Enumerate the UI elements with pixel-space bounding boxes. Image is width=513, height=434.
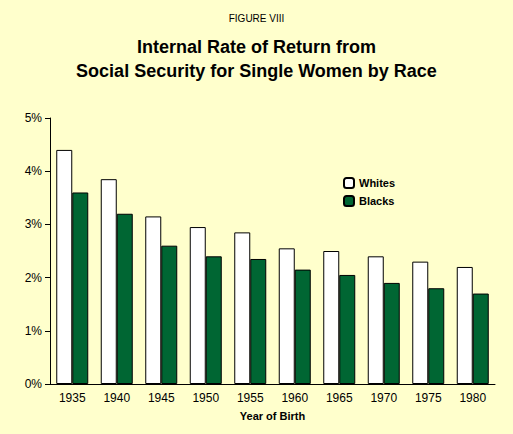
svg-text:Whites: Whites xyxy=(359,177,395,189)
svg-text:3%: 3% xyxy=(25,217,43,231)
svg-text:1960: 1960 xyxy=(281,391,308,405)
svg-text:1955: 1955 xyxy=(237,391,264,405)
svg-text:2%: 2% xyxy=(25,271,43,285)
svg-text:1945: 1945 xyxy=(148,391,175,405)
svg-text:0%: 0% xyxy=(25,377,43,391)
svg-text:1%: 1% xyxy=(25,324,43,338)
svg-text:1950: 1950 xyxy=(192,391,219,405)
svg-text:1940: 1940 xyxy=(103,391,130,405)
svg-text:5%: 5% xyxy=(25,111,43,125)
svg-text:Year of Birth: Year of Birth xyxy=(240,410,306,422)
svg-text:1975: 1975 xyxy=(415,391,442,405)
svg-text:1935: 1935 xyxy=(59,391,86,405)
svg-text:1965: 1965 xyxy=(326,391,353,405)
svg-text:1970: 1970 xyxy=(370,391,397,405)
svg-text:4%: 4% xyxy=(25,164,43,178)
svg-text:1980: 1980 xyxy=(459,391,486,405)
svg-text:Social Security for Single Wom: Social Security for Single Women by Race xyxy=(76,61,437,81)
svg-text:Blacks: Blacks xyxy=(359,195,394,207)
svg-text:FIGURE VIII: FIGURE VIII xyxy=(229,13,285,24)
svg-text:Internal Rate of Return from: Internal Rate of Return from xyxy=(137,37,376,57)
